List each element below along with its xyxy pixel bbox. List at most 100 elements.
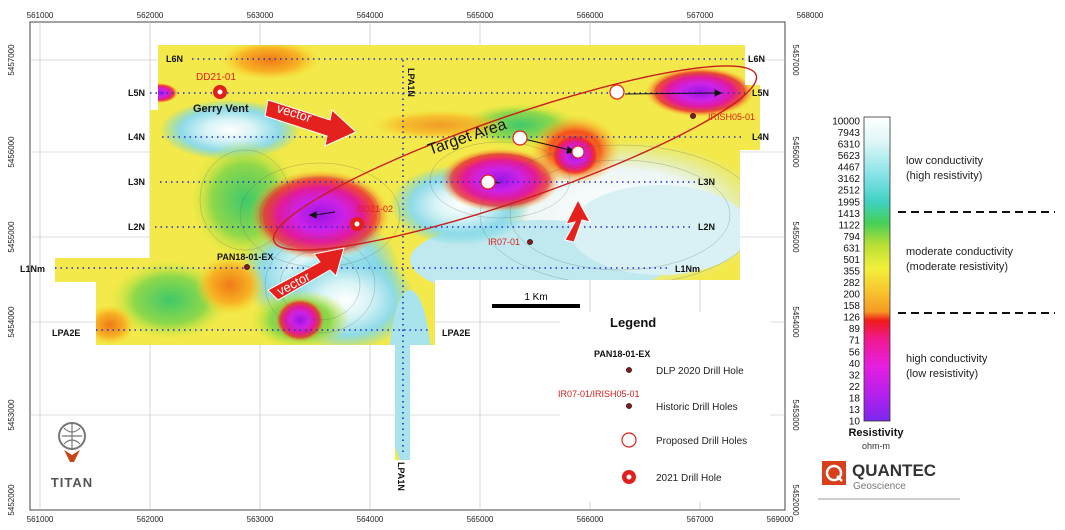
high-conductivity-sub: (low resistivity) xyxy=(906,368,978,380)
x-tick: 566000 xyxy=(577,515,604,524)
color-scale-tick: 631 xyxy=(843,243,860,254)
high-conductivity-label: high conductivity xyxy=(906,353,988,365)
color-scale-tick: 4467 xyxy=(838,163,861,174)
y-tick: 5456000 xyxy=(7,136,16,168)
line-label-lpa1n: LPA1N xyxy=(406,68,416,97)
titan-figure-icon xyxy=(64,450,80,462)
vector-arrow-top: vector xyxy=(264,99,357,147)
color-scale-tick: 32 xyxy=(849,370,861,381)
drill-holes-2021 xyxy=(213,85,364,231)
class-dividers xyxy=(898,211,1055,314)
line-label-lpa2e-east: LPA2E xyxy=(442,328,470,338)
y-tick: 5452000 xyxy=(7,484,16,516)
hole-label-dd21-01: DD21-01 xyxy=(196,72,236,83)
line-label-lpa2e: LPA2E xyxy=(52,328,80,338)
x-tick: 567000 xyxy=(687,515,714,524)
proposed-hole xyxy=(480,174,496,190)
color-scale-tick: 200 xyxy=(843,290,860,301)
color-scale-tick: 7943 xyxy=(838,128,861,139)
color-scale-tick: 13 xyxy=(849,405,861,416)
color-scale-tick: 89 xyxy=(849,324,861,335)
legend-historic-sample: IR07-01/IRISH05-01 xyxy=(558,389,640,399)
color-scale-tick: 126 xyxy=(843,313,860,324)
color-scale-tick: 10 xyxy=(849,417,861,428)
legend-dlp-label: DLP 2020 Drill Hole xyxy=(656,366,744,377)
line-labels: L6N L6N L5N L5N L4N L4N L3N L3N L2N L2N … xyxy=(20,54,769,491)
scale-bar-label: 1 Km xyxy=(524,292,547,303)
titan-logo: TITAN xyxy=(51,422,93,490)
color-scale-tick: 158 xyxy=(843,301,860,312)
line-label-l3n-east: L3N xyxy=(698,177,715,187)
vector-arrow-bottom: vector xyxy=(267,247,345,301)
line-label-l5n: L5N xyxy=(128,88,145,98)
x-axis-bottom: 561000 562000 563000 564000 565000 56600… xyxy=(27,515,794,524)
x-axis-top: 561000 562000 563000 564000 565000 56600… xyxy=(27,11,824,20)
low-conductivity-label: low conductivity xyxy=(906,155,984,167)
quantec-logo-sub: Geoscience xyxy=(853,481,906,492)
y-tick: 5454000 xyxy=(791,306,800,338)
hole-label-ir07: IR07-01 xyxy=(488,237,520,247)
color-scale-tick: 1413 xyxy=(838,209,861,220)
x-tick: 565000 xyxy=(467,11,494,20)
legend-proposed-symbol xyxy=(621,432,637,448)
y-tick: 5456000 xyxy=(791,136,800,168)
color-scale-tick: 501 xyxy=(843,255,860,266)
legend-dlp-sample: PAN18-01-EX xyxy=(594,349,650,359)
color-scale-bar xyxy=(863,116,891,422)
color-scale-tick: 10000 xyxy=(832,117,860,128)
gerry-vent-label: Gerry Vent xyxy=(193,103,249,115)
y-tick: 5452000 xyxy=(791,484,800,516)
quantec-logo-text: QUANTEC xyxy=(852,461,936,480)
legend-dlp-symbol xyxy=(626,367,632,373)
y-tick: 5455000 xyxy=(7,221,16,253)
proposed-drill-holes xyxy=(480,84,625,190)
color-scale-tick: 56 xyxy=(849,347,861,358)
legend-proposed-label: Proposed Drill Holes xyxy=(656,436,747,447)
x-tick: 562000 xyxy=(137,11,164,20)
color-scale-title: Resistivity xyxy=(848,427,904,439)
x-tick: 563000 xyxy=(247,11,274,20)
y-tick: 5457000 xyxy=(7,44,16,76)
map-frame xyxy=(29,21,786,511)
color-scale-tick: 2512 xyxy=(838,186,861,197)
color-scale-tick: 1122 xyxy=(838,220,860,231)
direction-arrows xyxy=(308,89,723,219)
line-label-l6n-east: L6N xyxy=(748,54,765,64)
target-area-outline xyxy=(272,65,758,251)
y-tick: 5453000 xyxy=(791,399,800,431)
color-scale-tick: 355 xyxy=(843,267,860,278)
hole-label-pan18: PAN18-01-EX xyxy=(217,252,273,262)
y-tick: 5454000 xyxy=(7,306,16,338)
line-label-l4n: L4N xyxy=(128,132,145,142)
proposed-hole xyxy=(609,84,625,100)
line-label-l4n-east: L4N xyxy=(752,132,769,142)
moderate-conductivity-label: moderate conductivity xyxy=(906,246,1013,258)
moderate-conductivity-sub: (moderate resistivity) xyxy=(906,261,1008,273)
x-tick: 561000 xyxy=(27,515,54,524)
legend-2021-label: 2021 Drill Hole xyxy=(656,473,722,484)
color-scale-tick: 3162 xyxy=(838,174,861,185)
proposed-hole xyxy=(512,130,528,146)
historic-holes xyxy=(244,113,696,270)
legend-title: Legend xyxy=(610,315,656,330)
x-tick: 561000 xyxy=(27,11,54,20)
y-tick: 5455000 xyxy=(791,221,800,253)
color-scale-tick: 794 xyxy=(843,232,860,243)
legend-historic-label: Historic Drill Holes xyxy=(656,402,738,413)
y-tick: 5453000 xyxy=(7,399,16,431)
color-scale-tick: 22 xyxy=(849,382,861,393)
titan-logo-text: TITAN xyxy=(51,475,93,490)
x-tick: 562000 xyxy=(137,515,164,524)
x-tick: 569000 xyxy=(767,515,794,524)
quantec-logo: QUANTEC Geoscience xyxy=(818,461,960,500)
conductivity-descriptions: low conductivity (high resistivity) mode… xyxy=(906,155,1013,380)
line-label-l3n: L3N xyxy=(128,177,145,187)
line-label-l6n: L6N xyxy=(166,54,183,64)
y-tick: 5457000 xyxy=(791,44,800,76)
color-scale-tick: 5623 xyxy=(838,151,861,162)
line-label-lpa1n-south: LPA1N xyxy=(396,462,406,491)
low-conductivity-sub: (high resistivity) xyxy=(906,170,982,182)
x-tick: 567000 xyxy=(687,11,714,20)
legend-historic-symbol xyxy=(626,403,632,409)
